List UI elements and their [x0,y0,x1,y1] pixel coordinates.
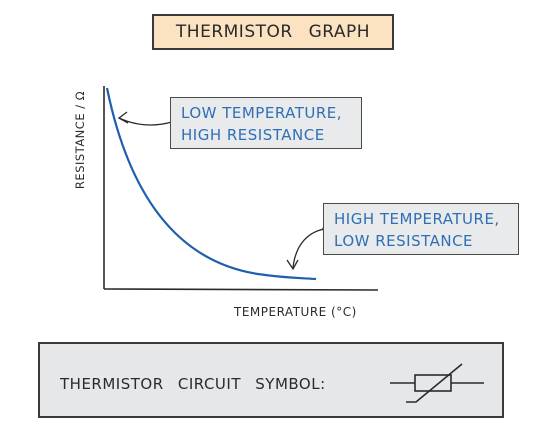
diagram-title: THERMISTOR GRAPH [152,14,394,50]
high-temperature-callout: HIGH TEMPERATURE, LOW RESISTANCE [323,203,519,255]
low-temp-arrowhead [117,111,129,124]
callout-line: HIGH TEMPERATURE, [334,210,500,228]
callout-line: LOW TEMPERATURE, [181,104,343,122]
symbol-label: THERMISTOR CIRCUIT SYMBOL: [60,375,326,393]
callout-line: LOW RESISTANCE [334,232,474,250]
low-temp-arrow [118,117,173,126]
high-temp-arrow [292,228,325,269]
x-axis [103,288,379,291]
callout-line: HIGH RESISTANCE [181,126,325,144]
low-temperature-callout: LOW TEMPERATURE, HIGH RESISTANCE [170,97,362,149]
y-axis-label: RESISTANCE / Ω [73,90,87,190]
x-axis-label: TEMPERATURE (°C) [234,305,357,319]
high-temp-arrowhead [286,259,299,271]
resistance-curve [105,87,317,281]
